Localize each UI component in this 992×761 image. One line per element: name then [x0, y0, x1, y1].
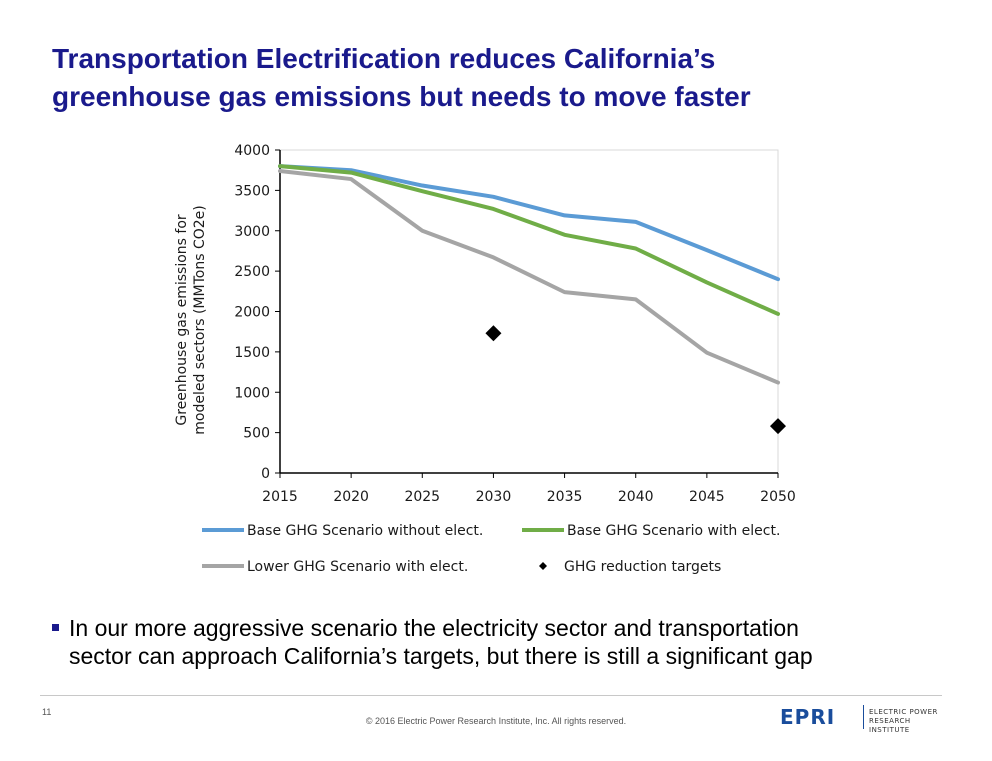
x-tick-label: 2020 — [333, 489, 369, 505]
y-tick-label: 2500 — [234, 264, 270, 280]
legend-label-3: Lower GHG Scenario with elect. — [247, 559, 468, 575]
x-tick-label: 2035 — [547, 489, 583, 505]
series-lines — [278, 164, 780, 385]
plot-border — [279, 149, 779, 474]
epri-logo: EPRI ELECTRIC POWER RESEARCH INSTITUTE — [780, 703, 950, 734]
logo-divider — [863, 705, 864, 729]
logo-text: ELECTRIC POWER RESEARCH INSTITUTE — [869, 708, 950, 735]
bullet-marker — [52, 624, 59, 631]
target-markers — [485, 325, 786, 435]
legend-label-2: Base GHG Scenario with elect. — [567, 523, 780, 539]
plot-area — [279, 149, 779, 474]
series-line-1 — [278, 164, 780, 282]
y-tick-label: 4000 — [234, 143, 270, 159]
slide-title: Transportation Electrification reduces C… — [52, 40, 952, 116]
target-diamond-marker — [770, 418, 786, 435]
y-tick-label: 1500 — [234, 345, 270, 361]
logo-text-line-2: RESEARCH INSTITUTE — [869, 717, 911, 734]
logo-text-line-1: ELECTRIC POWER — [869, 708, 938, 716]
x-axis-ticks: 2015 2020 2025 2030 2035 2040 2045 2050 — [262, 473, 796, 505]
y-tick-label: 3000 — [234, 224, 270, 240]
y-tick-label: 0 — [261, 466, 270, 482]
x-tick-label: 2045 — [689, 489, 725, 505]
x-tick-label: 2030 — [476, 489, 512, 505]
bullet-text-line-1: In our more aggressive scenario the elec… — [69, 615, 799, 641]
footer-divider — [40, 695, 942, 696]
x-tick-label: 2050 — [760, 489, 796, 505]
epri-logo-mark: EPRI — [780, 705, 836, 729]
x-tick-label: 2040 — [618, 489, 654, 505]
copyright-notice: © 2016 Electric Power Research Institute… — [365, 716, 627, 726]
x-tick-label: 2015 — [262, 489, 298, 505]
legend-label-4: GHG reduction targets — [564, 559, 721, 575]
slide-title-line-1: Transportation Electrification reduces C… — [52, 43, 716, 74]
page-number: 11 — [42, 707, 52, 717]
slide-title-line-2: greenhouse gas emissions but needs to mo… — [52, 81, 751, 112]
series-line-3 — [278, 168, 780, 385]
y-axis-ticks: 0 500 1000 1500 2000 2500 3000 3500 4000 — [234, 143, 280, 482]
y-tick-label: 500 — [243, 426, 270, 442]
y-axis-label-line-2: modeled sectors (MMTons CO2e) — [192, 205, 208, 434]
y-axis-label-line-1: Greenhouse gas emissions for — [174, 214, 190, 426]
legend-label-1: Base GHG Scenario without elect. — [247, 523, 483, 539]
chart-legend: Base GHG Scenario without elect. Base GHG… — [202, 523, 780, 575]
bullet-text-line-2: sector can approach California’s targets… — [69, 643, 813, 669]
emissions-line-chart: 0 500 1000 1500 2000 2500 3000 3500 4000 2015 202… — [174, 143, 796, 575]
target-diamond-marker — [485, 325, 502, 342]
y-tick-label: 1000 — [234, 385, 270, 401]
series-line-2 — [278, 164, 780, 316]
y-tick-label: 2000 — [234, 305, 270, 321]
x-tick-label: 2025 — [404, 489, 440, 505]
legend-swatch-4 — [539, 562, 547, 570]
y-tick-label: 3500 — [234, 183, 270, 199]
bullet-point: In our more aggressive scenario the elec… — [52, 614, 952, 670]
